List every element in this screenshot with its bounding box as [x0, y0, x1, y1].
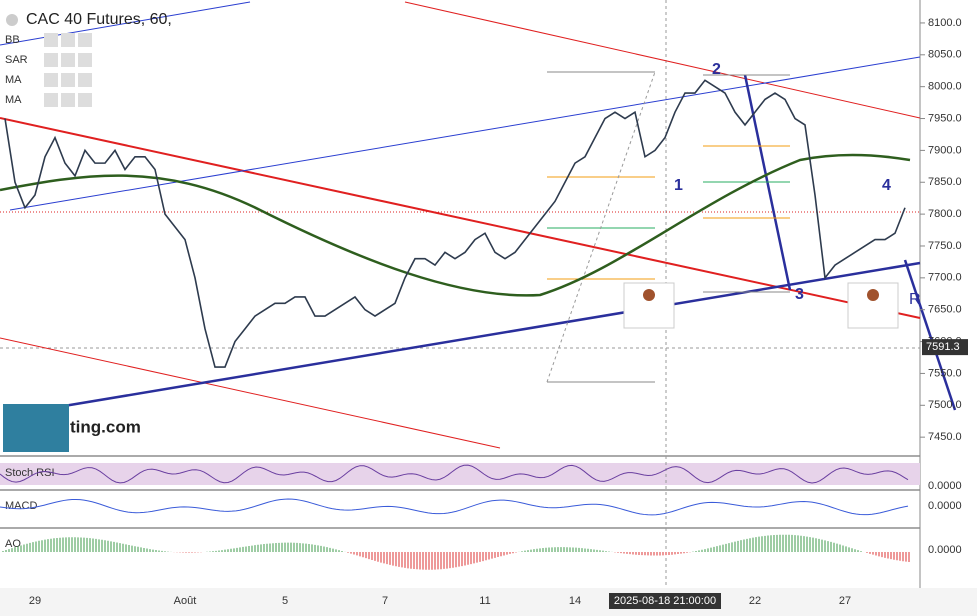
logo-text: ting.com: [70, 417, 141, 436]
indicator-button[interactable]: [61, 93, 75, 107]
indicator-button[interactable]: [61, 33, 75, 47]
y-tick-label: 7550.0: [928, 367, 962, 379]
chart-title: CAC 40 Futures, 60,: [26, 11, 172, 28]
toggle[interactable]: [6, 14, 18, 26]
time-axis: [0, 588, 977, 616]
trend-line: [0, 117, 921, 319]
stoch-line: [0, 464, 909, 484]
indicator-button[interactable]: [44, 93, 58, 107]
x-tick-label: 27: [839, 595, 851, 607]
y-tick-label: 8050.0: [928, 49, 962, 61]
y-tick-label: 7450.0: [928, 431, 962, 443]
y-tick-label: 8100.0: [928, 17, 962, 29]
x-tick-label: 22: [749, 595, 761, 607]
y-tick-label: 7500.0: [928, 399, 962, 411]
y-tick-label: 7850.0: [928, 176, 962, 188]
wave-label: R: [909, 291, 921, 308]
indicator-label: SAR: [5, 54, 28, 66]
indicator-label: MA: [5, 74, 22, 86]
x-tick-label: 2025-08-18 21:00:00: [614, 595, 716, 607]
indicator-label: BB: [5, 34, 20, 46]
trend-line: [404, 1, 921, 119]
logo-image: [3, 404, 69, 452]
indicator-button[interactable]: [78, 73, 92, 87]
y-tick-label: 8000.0: [928, 81, 962, 93]
trend-line: [0, 337, 501, 449]
price-line: [4, 79, 906, 368]
macd-line: [0, 498, 909, 516]
trend-line: [9, 56, 921, 211]
moving-average: [0, 153, 911, 297]
wave-label: 1: [674, 177, 683, 194]
panel-label: Stoch RSI: [5, 467, 55, 479]
y-tick-label: 7700.0: [928, 272, 962, 284]
panel-tick: 0.0000: [928, 544, 962, 556]
indicator-button[interactable]: [44, 33, 58, 47]
crosshair-time-box: [609, 593, 721, 609]
x-tick-label: 7: [382, 595, 388, 607]
icon: [643, 289, 655, 301]
price-marker-label: 7591.3: [926, 341, 960, 353]
indicator-button[interactable]: [61, 53, 75, 67]
indicator-button[interactable]: [78, 33, 92, 47]
x-tick-label: 29: [29, 595, 41, 607]
wave-label: 4: [882, 177, 891, 194]
x-tick-label: 5: [282, 595, 288, 607]
indicator-list: BB SAR MA MA: [5, 33, 92, 107]
wave-label: 2: [712, 61, 721, 78]
panel-tick: 0.0000: [928, 480, 962, 492]
indicator-button[interactable]: [61, 73, 75, 87]
indicator-button[interactable]: [44, 73, 58, 87]
fib-levels: [546, 71, 790, 383]
y-tick-label: 7650.0: [928, 304, 962, 316]
price-marker: [922, 339, 968, 356]
arrow: [903, 259, 957, 411]
panel-tick: 0.0000: [928, 500, 962, 512]
stoch-band: [0, 463, 920, 485]
indicator-button[interactable]: [44, 53, 58, 67]
y-tick-label: 7900.0: [928, 144, 962, 156]
x-tick-label: Août: [174, 595, 197, 607]
panel-label: MACD: [5, 500, 37, 512]
indicator-button[interactable]: [78, 93, 92, 107]
trend-line: [39, 261, 921, 412]
icon: [867, 289, 879, 301]
y-tick-label: 7800.0: [928, 208, 962, 220]
y-tick-label: 7950.0: [928, 112, 962, 124]
indicator-button[interactable]: [78, 53, 92, 67]
panel-label: AO: [5, 538, 21, 550]
wave-label: 3: [795, 286, 804, 303]
trend-line: [0, 1, 251, 46]
x-tick-label: 14: [569, 595, 581, 607]
indicator-label: MA: [5, 94, 22, 106]
x-tick-label: 11: [479, 595, 490, 607]
y-tick-label: 7750.0: [928, 240, 962, 252]
